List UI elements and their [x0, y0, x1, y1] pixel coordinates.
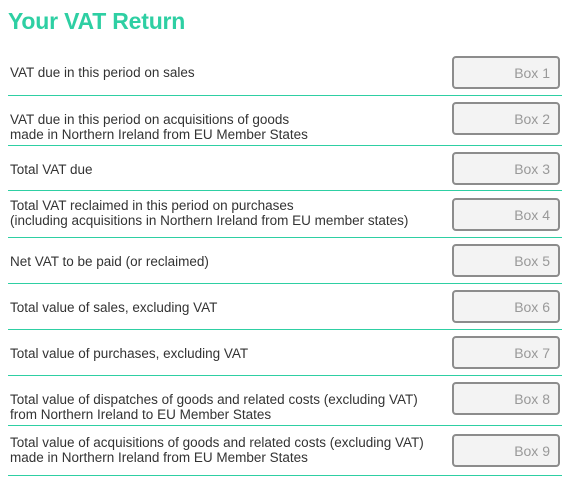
vat-row-box-9: Total value of acquisitions of goods and…	[8, 426, 562, 476]
row-label-line: (including acquisitions in Northern Irel…	[10, 213, 409, 228]
vat-row-box-6: Total value of sales, excluding VAT	[8, 284, 562, 330]
vat-row-box-2: VAT due in this period on acquisitions o…	[8, 96, 562, 146]
row-divider	[8, 329, 562, 330]
row-label-line: VAT due in this period on sales	[10, 65, 195, 80]
row-divider	[8, 425, 562, 426]
row-label: VAT due in this period on acquisitions o…	[10, 112, 308, 142]
row-label: Total value of sales, excluding VAT	[10, 300, 217, 315]
row-label: Total value of purchases, excluding VAT	[10, 346, 248, 361]
box-7-input[interactable]	[452, 336, 560, 369]
vat-row-box-1: VAT due in this period on sales	[8, 55, 562, 96]
row-label-line: made in Northern Ireland from EU Member …	[10, 127, 308, 142]
page-title: Your VAT Return	[8, 8, 186, 34]
row-label-line: Total value of acquisitions of goods and…	[10, 435, 424, 450]
row-divider	[8, 237, 562, 238]
row-label-line: Total value of dispatches of goods and r…	[10, 392, 418, 407]
row-label-line: VAT due in this period on acquisitions o…	[10, 112, 290, 127]
row-label-line: Total value of sales, excluding VAT	[10, 300, 218, 315]
box-6-input[interactable]	[452, 290, 560, 323]
row-label-line: Net VAT to be paid (or reclaimed)	[10, 254, 209, 269]
vat-row-box-7: Total value of purchases, excluding VAT	[8, 330, 562, 376]
box-2-input[interactable]	[452, 102, 560, 135]
row-label: Total value of dispatches of goods and r…	[10, 392, 418, 422]
box-8-input[interactable]	[452, 382, 560, 415]
row-label-line: Total VAT due	[10, 162, 93, 177]
vat-row-box-4: Total VAT reclaimed in this period on pu…	[8, 191, 562, 238]
row-label-line: made in Northern Ireland from EU Member …	[10, 450, 308, 465]
row-label: Total VAT due	[10, 162, 93, 177]
row-divider	[8, 283, 562, 284]
box-1-input[interactable]	[452, 56, 560, 89]
vat-row-box-8: Total value of dispatches of goods and r…	[8, 376, 562, 426]
row-label: VAT due in this period on sales	[10, 65, 195, 80]
vat-row-box-3: Total VAT due	[8, 146, 562, 191]
row-divider	[8, 375, 562, 376]
row-label: Net VAT to be paid (or reclaimed)	[10, 254, 209, 269]
box-4-input[interactable]	[452, 198, 560, 231]
row-label-line: from Northern Ireland to EU Member State…	[10, 407, 272, 422]
box-3-input[interactable]	[452, 152, 560, 185]
row-divider	[8, 95, 562, 96]
row-divider	[8, 145, 562, 146]
box-9-input[interactable]	[452, 434, 560, 467]
row-label-line: Total VAT reclaimed in this period on pu…	[10, 198, 294, 213]
box-5-input[interactable]	[452, 244, 560, 277]
row-label: Total VAT reclaimed in this period on pu…	[10, 198, 408, 228]
row-label-line: Total value of purchases, excluding VAT	[10, 346, 249, 361]
row-divider	[8, 190, 562, 191]
row-divider	[8, 475, 562, 476]
row-label: Total value of acquisitions of goods and…	[10, 435, 424, 465]
vat-row-box-5: Net VAT to be paid (or reclaimed)	[8, 238, 562, 284]
